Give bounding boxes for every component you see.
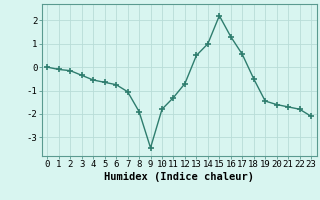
X-axis label: Humidex (Indice chaleur): Humidex (Indice chaleur) [104,172,254,182]
